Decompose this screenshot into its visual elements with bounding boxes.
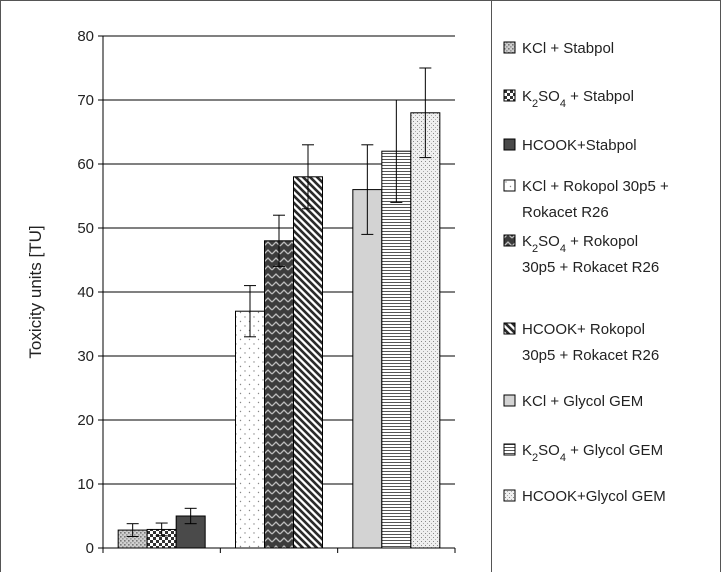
y-tick-label: 0 [86, 540, 94, 557]
legend-label: KCl + Glycol GEM [522, 393, 643, 410]
legend-label: K2SO4 + Glycol GEM [522, 442, 663, 464]
error-bars [126, 67, 432, 537]
legend: KCl + Stabpol K2SO4 + Stabpol HCOOK+Stabpo… [503, 40, 669, 505]
y-tick-label: 50 [77, 220, 94, 237]
bar [235, 310, 265, 549]
bar [293, 176, 323, 549]
legend-swatch [503, 443, 516, 456]
y-tick-label: 10 [77, 476, 94, 493]
y-tick-label: 40 [77, 284, 94, 301]
legend-label: HCOOK+ Rokopol [522, 321, 645, 338]
bar [410, 112, 441, 549]
legend-label: K2SO4 + Rokopol [522, 233, 638, 255]
bar [381, 150, 412, 549]
legend-label: 30p5 + Rokacet R26 [522, 259, 659, 276]
legend-swatch [503, 41, 516, 54]
legend-label: HCOOK+Glycol GEM [522, 488, 666, 505]
legend-divider [491, 0, 492, 572]
legend-swatch [503, 394, 516, 407]
y-tick-label: 80 [77, 28, 94, 45]
legend-swatch [503, 89, 516, 102]
y-tick-label: 20 [77, 412, 94, 429]
legend-swatch [503, 179, 516, 192]
legend-swatch [503, 234, 516, 247]
y-axis-ticks: 0 10 20 30 40 50 60 70 80 [77, 28, 103, 557]
axes [102, 36, 456, 553]
y-tick-label: 30 [77, 348, 94, 365]
legend-label: KCl + Rokopol 30p5 + [522, 178, 669, 195]
legend-swatch [503, 489, 516, 502]
bar [264, 240, 294, 549]
legend-swatch [503, 138, 516, 151]
legend-label: Rokacet R26 [522, 204, 609, 221]
legend-label: KCl + Stabpol [522, 40, 614, 57]
y-axis-label: Toxicity units [TU] [26, 225, 45, 358]
y-tick-label: 60 [77, 156, 94, 173]
legend-label: HCOOK+Stabpol [522, 137, 637, 154]
y-tick-label: 70 [77, 92, 94, 109]
legend-swatch [503, 322, 516, 335]
legend-label: 30p5 + Rokacet R26 [522, 347, 659, 364]
bars [117, 112, 441, 549]
bar [352, 189, 383, 549]
legend-label: K2SO4 + Stabpol [522, 88, 634, 110]
